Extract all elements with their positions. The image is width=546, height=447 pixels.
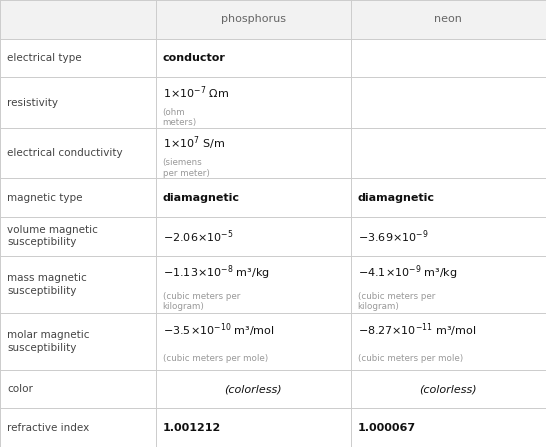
Text: mass magnetic
susceptibility: mass magnetic susceptibility — [7, 273, 87, 295]
Text: (cubic meters per
kilogram): (cubic meters per kilogram) — [163, 292, 240, 311]
Bar — [0, 0, 546, 38]
Text: refractive index: refractive index — [7, 423, 90, 433]
Text: diamagnetic: diamagnetic — [163, 193, 240, 202]
Text: volume magnetic
susceptibility: volume magnetic susceptibility — [7, 225, 98, 248]
Text: color: color — [7, 384, 33, 394]
Text: $1{\times}10^{-7}$ Ωm: $1{\times}10^{-7}$ Ωm — [163, 84, 229, 101]
Text: $-2.06{\times}10^{-5}$: $-2.06{\times}10^{-5}$ — [163, 228, 233, 245]
Text: 1.000067: 1.000067 — [358, 423, 416, 433]
Text: resistivity: resistivity — [7, 97, 58, 108]
Text: diamagnetic: diamagnetic — [358, 193, 435, 202]
Text: $-3.69{\times}10^{-9}$: $-3.69{\times}10^{-9}$ — [358, 228, 428, 245]
Text: $-8.27{\times}10^{-11}$ m³/mol: $-8.27{\times}10^{-11}$ m³/mol — [358, 321, 476, 339]
Text: electrical conductivity: electrical conductivity — [7, 148, 123, 158]
Text: electrical type: electrical type — [7, 53, 82, 63]
Text: (cubic meters per mole): (cubic meters per mole) — [163, 354, 268, 363]
Text: (siemens
per meter): (siemens per meter) — [163, 158, 210, 178]
Text: conductor: conductor — [163, 53, 225, 63]
Text: (cubic meters per mole): (cubic meters per mole) — [358, 354, 463, 363]
Text: magnetic type: magnetic type — [7, 193, 82, 202]
Text: 1.001212: 1.001212 — [163, 423, 221, 433]
Text: $-4.1{\times}10^{-9}$ m³/kg: $-4.1{\times}10^{-9}$ m³/kg — [358, 264, 457, 282]
Text: (ohm
meters): (ohm meters) — [163, 108, 197, 127]
Text: $-3.5{\times}10^{-10}$ m³/mol: $-3.5{\times}10^{-10}$ m³/mol — [163, 321, 274, 339]
Text: (colorless): (colorless) — [224, 384, 282, 394]
Text: phosphorus: phosphorus — [221, 14, 286, 24]
Text: (cubic meters per
kilogram): (cubic meters per kilogram) — [358, 292, 435, 311]
Text: molar magnetic
susceptibility: molar magnetic susceptibility — [7, 330, 90, 353]
Text: $-1.13{\times}10^{-8}$ m³/kg: $-1.13{\times}10^{-8}$ m³/kg — [163, 264, 269, 282]
Text: $1{\times}10^{7}$ S/m: $1{\times}10^{7}$ S/m — [163, 134, 225, 152]
Text: neon: neon — [434, 14, 462, 24]
Text: (colorless): (colorless) — [419, 384, 477, 394]
